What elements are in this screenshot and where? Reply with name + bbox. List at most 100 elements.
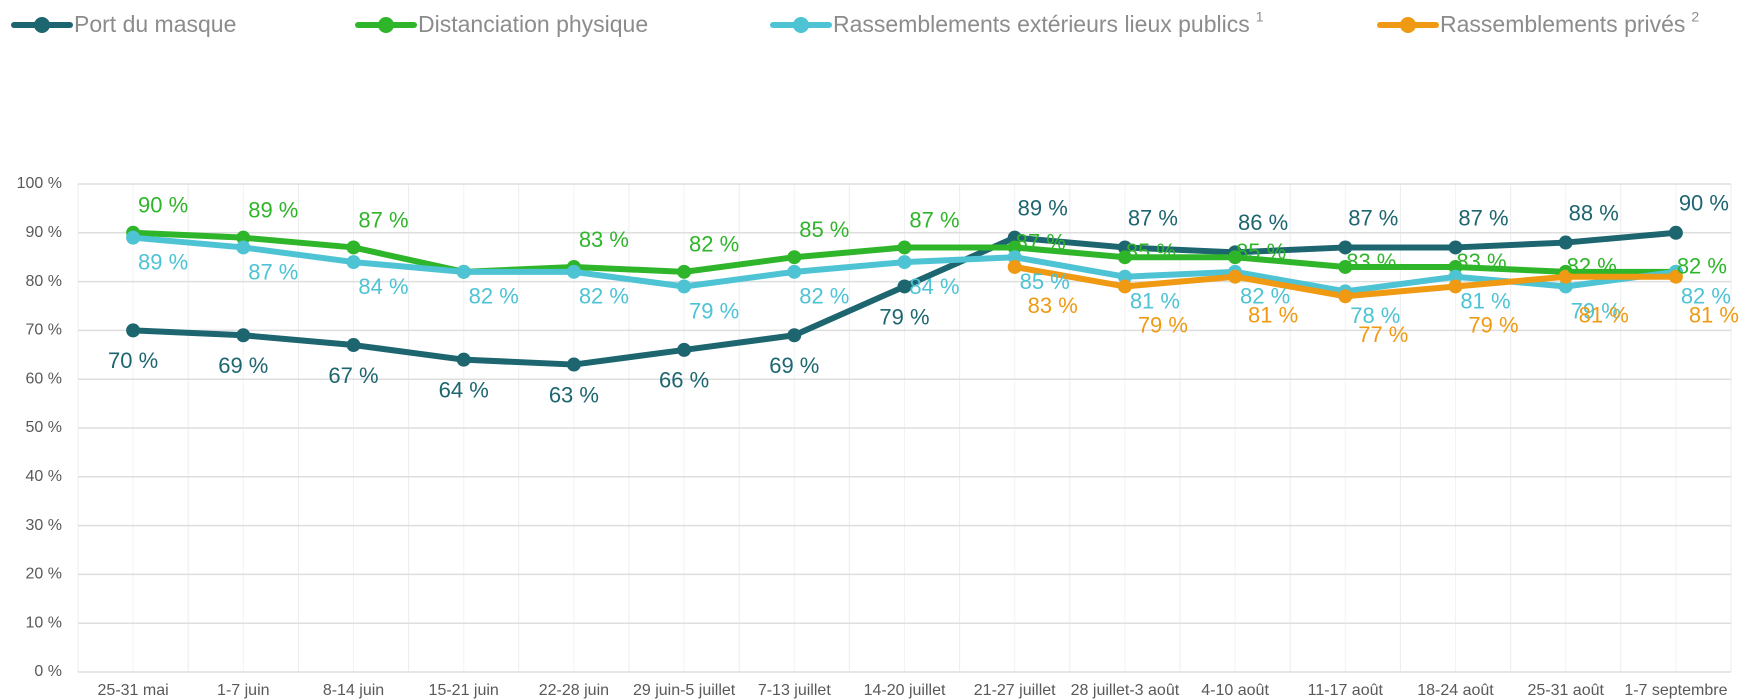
x-tick-label: 1-7 septembre — [1624, 682, 1727, 699]
data-point — [787, 328, 802, 343]
data-point — [897, 255, 912, 270]
legend-label: Port du masque — [74, 11, 236, 37]
data-point — [677, 342, 692, 357]
y-tick-label: 10 % — [26, 614, 62, 631]
data-point — [677, 279, 692, 294]
value-label: 89 % — [1018, 195, 1068, 220]
data-point — [456, 264, 471, 279]
data-point — [1228, 250, 1243, 265]
value-label: 83 % — [1456, 249, 1506, 274]
legend-footnote: 2 — [1691, 9, 1699, 25]
data-point — [1558, 279, 1573, 294]
value-label: 87 % — [909, 207, 959, 232]
data-point — [566, 264, 581, 279]
value-label: 86 % — [1238, 210, 1288, 235]
x-tick-label: 1-7 juin — [217, 682, 269, 699]
x-tick-label: 11-17 août — [1308, 682, 1384, 699]
value-label: 81 % — [1579, 303, 1629, 328]
value-label: 85 % — [799, 217, 849, 242]
value-label: 81 % — [1248, 303, 1298, 328]
data-point — [897, 240, 912, 255]
value-label: 79 % — [879, 304, 929, 329]
value-label: 81 % — [1460, 289, 1510, 314]
legend-marker — [1400, 17, 1416, 33]
data-point — [1117, 269, 1132, 284]
data-point — [126, 323, 141, 338]
x-tick-label: 29 juin-5 juillet — [633, 682, 736, 699]
value-label: 90 % — [138, 193, 188, 218]
value-label: 82 % — [1567, 254, 1617, 279]
x-tick-label: 15-21 juin — [429, 682, 499, 699]
value-label: 84 % — [909, 274, 959, 299]
value-label: 77 % — [1358, 322, 1408, 347]
value-label: 69 % — [218, 353, 268, 378]
legend-label: Rassemblements extérieurs lieux publics — [833, 11, 1250, 37]
value-label: 85 % — [1020, 269, 1070, 294]
legend-label: Distanciation physique — [418, 11, 648, 37]
data-point — [1117, 279, 1132, 294]
value-label: 83 % — [579, 227, 629, 252]
data-point — [787, 250, 802, 265]
data-point — [1448, 269, 1463, 284]
legend-marker — [34, 17, 50, 33]
x-tick-label: 28 juillet-3 août — [1071, 682, 1180, 699]
value-label: 81 % — [1130, 289, 1180, 314]
data-point — [456, 352, 471, 367]
value-label: 78 % — [1350, 303, 1400, 328]
x-tick-label: 25-31 mai — [98, 682, 169, 699]
x-tick-label: 25-31 août — [1527, 682, 1604, 699]
value-label: 82 % — [469, 284, 519, 309]
value-label: 79 % — [1468, 312, 1518, 337]
value-label: 79 % — [1571, 298, 1621, 323]
value-label: 82 % — [1677, 254, 1727, 279]
value-label: 90 % — [1679, 191, 1729, 216]
value-label: 88 % — [1569, 200, 1619, 225]
y-tick-label: 20 % — [26, 566, 62, 583]
data-point — [346, 255, 361, 270]
data-point — [346, 338, 361, 353]
value-label: 87 % — [1348, 205, 1398, 230]
value-label: 89 % — [248, 197, 298, 222]
data-point — [126, 230, 141, 245]
value-label: 82 % — [689, 232, 739, 257]
data-point — [1668, 269, 1683, 284]
data-point — [1117, 250, 1132, 265]
data-point — [236, 240, 251, 255]
y-tick-label: 70 % — [26, 322, 62, 339]
y-tick-label: 90 % — [26, 224, 62, 241]
legend-footnote: 1 — [1256, 9, 1264, 25]
data-point — [566, 357, 581, 372]
value-label: 82 % — [1681, 284, 1731, 309]
x-tick-label: 4-10 août — [1201, 682, 1269, 699]
x-tick-label: 7-13 juillet — [758, 682, 831, 699]
legend-marker — [378, 17, 394, 33]
y-tick-label: 0 % — [34, 663, 62, 680]
y-tick-label: 50 % — [26, 419, 62, 436]
data-point — [346, 240, 361, 255]
x-tick-label: 8-14 juin — [323, 682, 384, 699]
x-tick-label: 22-28 juin — [539, 682, 609, 699]
value-label: 81 % — [1689, 303, 1739, 328]
value-label: 69 % — [769, 353, 819, 378]
data-point — [787, 264, 802, 279]
y-tick-label: 100 % — [17, 175, 62, 192]
value-label: 84 % — [358, 274, 408, 299]
data-point — [1448, 259, 1463, 274]
value-label: 85 % — [1126, 239, 1176, 264]
data-point — [236, 328, 251, 343]
value-label: 82 % — [579, 284, 629, 309]
y-tick-label: 60 % — [26, 370, 62, 387]
value-label: 87 % — [1016, 229, 1066, 254]
data-point — [677, 264, 692, 279]
value-label: 67 % — [328, 363, 378, 388]
value-label: 83 % — [1028, 293, 1078, 318]
x-tick-label: 18-24 août — [1417, 682, 1494, 699]
value-label: 79 % — [1138, 312, 1188, 337]
value-label: 66 % — [659, 368, 709, 393]
data-point — [1448, 279, 1463, 294]
data-point — [236, 230, 251, 245]
value-label: 70 % — [108, 348, 158, 373]
value-label: 64 % — [439, 377, 489, 402]
data-point — [1007, 250, 1022, 265]
y-tick-label: 40 % — [26, 468, 62, 485]
